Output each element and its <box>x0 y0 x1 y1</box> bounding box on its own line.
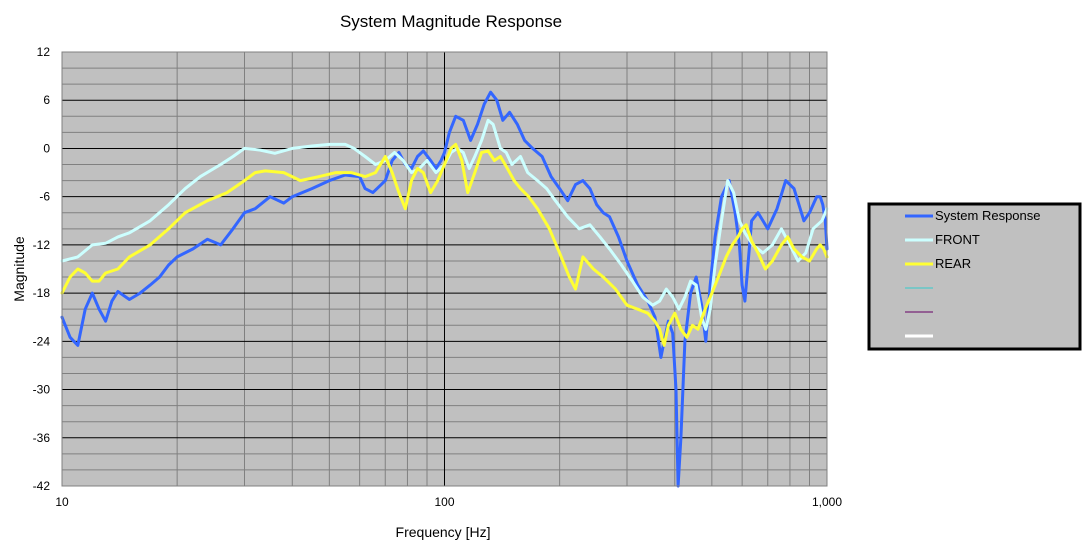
series-line-system-response <box>60 90 829 488</box>
series-lines <box>60 90 829 488</box>
x-axis-title: Frequency [Hz] <box>396 524 491 540</box>
plot-frame <box>61 51 828 487</box>
y-tick-label: -42 <box>33 479 51 493</box>
y-tick-label: -18 <box>33 286 51 300</box>
series-line-front <box>60 118 829 331</box>
y-tick-label: -30 <box>33 383 51 397</box>
legend-box <box>867 202 1082 351</box>
legend-label-system-response: System Response <box>935 208 1041 223</box>
x-tick-label: 1,000 <box>812 495 842 509</box>
y-tick-label: -36 <box>33 431 51 445</box>
series-line-rear <box>60 142 829 347</box>
y-tick-label: 6 <box>43 93 50 107</box>
x-tick-label: 100 <box>434 495 454 509</box>
y-tick-label: -6 <box>39 190 50 204</box>
legend-label-rear: REAR <box>935 256 971 271</box>
y-tick-label: -24 <box>33 334 51 348</box>
y-tick-labels: 12 6 0 -6 -12 -18 -24 -30 -36 -42 <box>33 45 51 493</box>
y-tick-label: 0 <box>43 141 50 155</box>
x-tick-label: 10 <box>55 495 69 509</box>
y-tick-label: 12 <box>37 45 51 59</box>
legend: System Response FRONT REAR <box>905 208 1041 338</box>
legend-label-front: FRONT <box>935 232 980 247</box>
y-axis-title: Magnitude <box>11 236 27 302</box>
x-tick-labels: 10 100 1,000 <box>55 495 842 509</box>
y-tick-label: -12 <box>33 238 51 252</box>
chart-title: System Magnitude Response <box>340 12 562 31</box>
